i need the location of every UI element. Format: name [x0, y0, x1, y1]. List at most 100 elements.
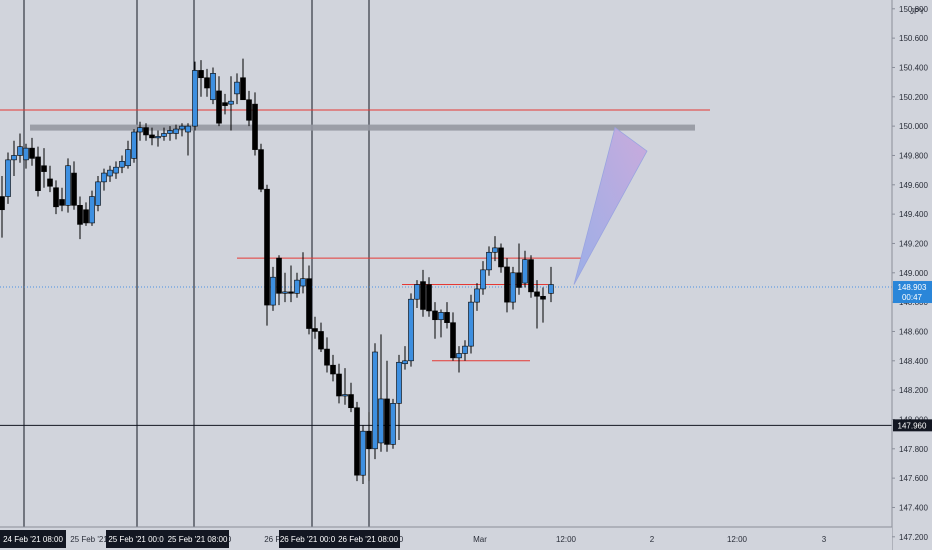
- candle-body-22[interactable]: [131, 131, 137, 159]
- candle-body-29[interactable]: [173, 128, 179, 134]
- candle-body-40[interactable]: [240, 77, 246, 101]
- candle-body-24[interactable]: [143, 127, 149, 136]
- candle-body-77[interactable]: [462, 345, 468, 354]
- candle-body-14[interactable]: [83, 209, 89, 224]
- candle-body-54[interactable]: [324, 348, 330, 366]
- candle-body-12[interactable]: [71, 172, 77, 206]
- candle-body-49[interactable]: [294, 279, 300, 294]
- projection-triangle[interactable]: [573, 126, 648, 285]
- candle-body-58[interactable]: [348, 394, 354, 409]
- candle-body-28[interactable]: [167, 130, 173, 134]
- candle-body-52[interactable]: [312, 328, 318, 332]
- candle-body-82[interactable]: [492, 247, 498, 253]
- candle-body-86[interactable]: [516, 272, 522, 288]
- candle-body-70[interactable]: [420, 281, 426, 310]
- candle-body-2[interactable]: [11, 155, 17, 161]
- candle-body-68[interactable]: [408, 298, 414, 362]
- candle-body-50[interactable]: [300, 278, 306, 287]
- candle-body-79[interactable]: [474, 288, 480, 303]
- candle-body-87[interactable]: [522, 259, 528, 284]
- candle-body-48[interactable]: [288, 291, 294, 294]
- candle-body-31[interactable]: [185, 125, 191, 133]
- candle-body-3[interactable]: [17, 146, 23, 156]
- candle-body-37[interactable]: [222, 102, 228, 106]
- candle-body-17[interactable]: [101, 172, 107, 183]
- candle-body-88[interactable]: [528, 259, 534, 293]
- candle-body-66[interactable]: [396, 361, 402, 404]
- price-axis[interactable]: [892, 0, 932, 550]
- candle-body-69[interactable]: [414, 284, 420, 300]
- candle-body-55[interactable]: [330, 364, 336, 375]
- candle-body-42[interactable]: [252, 103, 258, 150]
- candle-body-9[interactable]: [53, 187, 59, 208]
- candle-body-51[interactable]: [306, 278, 312, 329]
- candle-body-39[interactable]: [234, 81, 240, 95]
- candle-body-41[interactable]: [246, 99, 252, 121]
- candle-body-34[interactable]: [204, 77, 210, 89]
- y-tick-label: 149.000: [899, 269, 928, 278]
- candle-body-85[interactable]: [510, 272, 516, 303]
- candle-body-46[interactable]: [276, 257, 282, 294]
- candle-body-1[interactable]: [5, 159, 11, 197]
- candle-body-67[interactable]: [402, 360, 408, 365]
- candle-body-71[interactable]: [426, 284, 432, 312]
- candle-body-16[interactable]: [95, 181, 101, 206]
- candle-body-61[interactable]: [366, 430, 372, 450]
- candle-body-5[interactable]: [29, 147, 35, 159]
- candle-body-44[interactable]: [264, 188, 270, 306]
- candle-body-74[interactable]: [444, 312, 450, 323]
- candle-body-72[interactable]: [432, 310, 438, 321]
- candle-body-63[interactable]: [378, 398, 384, 444]
- candle-body-80[interactable]: [480, 269, 486, 290]
- candle-body-7[interactable]: [41, 165, 47, 172]
- candle-body-0[interactable]: [0, 196, 5, 211]
- candle-body-84[interactable]: [504, 266, 510, 303]
- level-zone-1[interactable]: [30, 124, 695, 131]
- candle-body-23[interactable]: [137, 127, 143, 133]
- candle-body-38[interactable]: [228, 100, 234, 105]
- candle-body-26[interactable]: [155, 136, 161, 139]
- candle-body-65[interactable]: [390, 403, 396, 445]
- candle-body-20[interactable]: [119, 161, 125, 168]
- candle-body-43[interactable]: [258, 149, 264, 190]
- candle-body-4[interactable]: [23, 147, 29, 161]
- candle-body-62[interactable]: [372, 351, 378, 450]
- candle-body-36[interactable]: [216, 90, 222, 124]
- candle-body-30[interactable]: [179, 125, 185, 130]
- candle-body-27[interactable]: [161, 133, 167, 137]
- candle-body-47[interactable]: [282, 291, 288, 294]
- candle-body-59[interactable]: [354, 407, 360, 476]
- candle-body-60[interactable]: [360, 430, 366, 476]
- candle-body-90[interactable]: [540, 295, 546, 300]
- candle-body-11[interactable]: [65, 165, 71, 206]
- time-tag-4: [336, 530, 400, 548]
- candle-body-19[interactable]: [113, 166, 119, 174]
- candle-body-6[interactable]: [35, 156, 41, 191]
- candle-body-53[interactable]: [318, 331, 324, 350]
- candle-body-91[interactable]: [548, 284, 554, 294]
- candle-body-15[interactable]: [89, 196, 95, 224]
- candle-body-32[interactable]: [192, 70, 198, 127]
- candle-body-8[interactable]: [47, 178, 53, 187]
- candle-body-64[interactable]: [384, 398, 390, 445]
- candle-body-10[interactable]: [59, 199, 65, 206]
- candle-body-18[interactable]: [107, 169, 113, 177]
- candle-body-83[interactable]: [498, 247, 504, 268]
- candle-body-75[interactable]: [450, 322, 456, 359]
- candle-body-45[interactable]: [270, 276, 276, 306]
- candle-body-21[interactable]: [125, 149, 131, 167]
- candle-body-89[interactable]: [534, 291, 540, 297]
- candle-body-33[interactable]: [198, 70, 204, 79]
- candle-body-13[interactable]: [77, 205, 83, 225]
- candle-body-73[interactable]: [438, 312, 444, 321]
- candle-body-25[interactable]: [149, 134, 155, 139]
- candle-body-78[interactable]: [468, 301, 474, 347]
- candle-body-76[interactable]: [456, 353, 462, 359]
- candle-body-35[interactable]: [210, 73, 216, 101]
- candle-body-81[interactable]: [486, 251, 492, 271]
- candle-body-56[interactable]: [336, 373, 342, 397]
- price-tag-countdown: 00:47: [902, 293, 923, 302]
- candle-body-57[interactable]: [342, 394, 348, 397]
